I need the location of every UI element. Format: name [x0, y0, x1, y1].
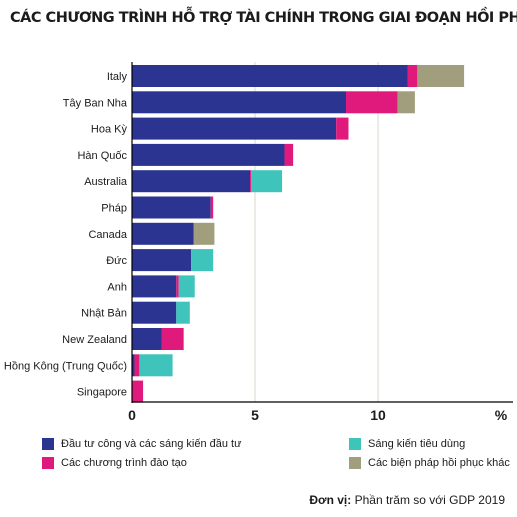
bar-2-series-1	[132, 91, 347, 114]
legend-item-public-investment: Đầu tư công và các sáng kiến đầu tư	[42, 438, 241, 450]
bar-12-series-2	[134, 354, 140, 377]
x-tick-label-3: 10	[370, 407, 386, 423]
unit-text: Phần trăm so với GDP 2019	[354, 493, 505, 507]
category-label-13: Singapore	[77, 387, 127, 399]
category-label-4: Hàn Quốc	[77, 150, 127, 162]
bar-2-series-2	[346, 91, 398, 114]
category-label-5: Australia	[84, 176, 128, 188]
bar-1-series-2	[407, 65, 418, 87]
legend-label-public-investment: Đầu tư công và các sáng kiến đầu tư	[61, 438, 242, 450]
bar-6-series-1	[132, 196, 211, 219]
bar-3-series-2	[336, 117, 349, 140]
bar-2-series-4	[397, 91, 415, 114]
category-label-6: Pháp	[101, 203, 127, 215]
bar-11-series-2	[161, 328, 184, 350]
legend-item-recovery: Các biện pháp hồi phục khác	[349, 457, 510, 469]
x-tick-label-1: 0	[128, 407, 136, 423]
legend-label-training: Các chương trình đào tạo	[61, 457, 187, 469]
bar-7-series-4	[193, 222, 215, 245]
category-label-1: Italy	[107, 71, 128, 83]
legend-swatch-consumer	[349, 438, 361, 450]
legend-swatch-public-investment	[42, 438, 54, 450]
legend-item-training: Các chương trình đào tạo	[42, 457, 187, 469]
bar-13-series-2	[132, 380, 144, 403]
chart-title: CÁC CHƯƠNG TRÌNH HỖ TRỢ TÀI CHÍNH TRONG …	[10, 10, 517, 26]
bar-5-series-3	[251, 170, 283, 193]
bar-10-series-3	[176, 301, 190, 324]
bar-8-series-1	[132, 249, 192, 272]
bar-12-series-3	[139, 354, 173, 377]
bar-10-series-1	[132, 301, 177, 324]
bar-12-series-1	[132, 354, 135, 377]
legend-label-consumer: Sáng kiến tiêu dùng	[368, 438, 466, 450]
unit-label: Đơn vị:	[309, 493, 352, 507]
legend-label-recovery: Các biện pháp hồi phục khác	[368, 457, 510, 469]
bar-11-series-1	[132, 328, 162, 350]
bar-5-series-1	[132, 170, 251, 193]
category-label-8: Đức	[106, 255, 127, 267]
legend-swatch-recovery	[349, 457, 361, 469]
bar-8-series-3	[191, 249, 214, 272]
bar-5-series-2	[250, 170, 252, 193]
legend-item-consumer: Sáng kiến tiêu dùng	[349, 438, 465, 450]
x-tick-label-2: 5	[251, 407, 259, 423]
unit-note: Đơn vị: Phần trăm so với GDP 2019	[309, 493, 505, 507]
bar-7-series-1	[132, 222, 194, 245]
category-label-7: Canada	[88, 229, 127, 241]
bar-1-series-4	[417, 65, 465, 87]
bar-9-series-3	[178, 275, 195, 298]
bar-3-series-1	[132, 117, 337, 140]
category-label-9: Anh	[107, 281, 127, 293]
category-label-12: Hồng Kông (Trung Quốc)	[4, 360, 127, 372]
category-label-2: Tây Ban Nha	[63, 97, 128, 109]
bar-9-series-1	[132, 275, 177, 298]
bar-6-series-2	[210, 196, 214, 219]
bar-1-series-1	[132, 65, 408, 87]
category-label-11: New Zealand	[62, 334, 127, 346]
legend-swatch-training	[42, 457, 54, 469]
bar-9-series-2	[176, 275, 179, 298]
bar-4-series-1	[132, 143, 285, 166]
bar-4-series-2	[284, 143, 294, 166]
category-label-10: Nhật Bản	[81, 308, 127, 320]
x-tick-label-4: %	[495, 407, 508, 423]
category-label-3: Hoa Kỳ	[91, 124, 128, 136]
